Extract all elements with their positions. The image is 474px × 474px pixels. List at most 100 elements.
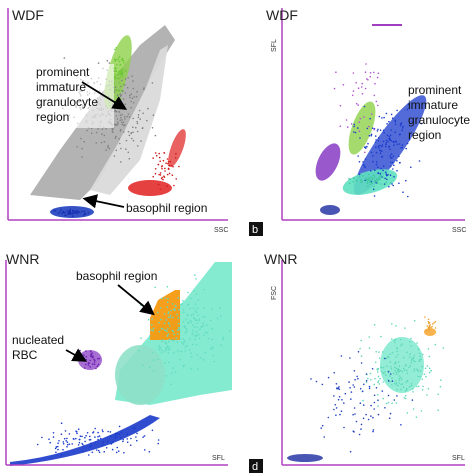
dot xyxy=(122,90,125,92)
dot xyxy=(379,173,382,175)
dot xyxy=(380,335,382,338)
dot xyxy=(48,438,50,441)
dot xyxy=(365,373,368,375)
dot xyxy=(369,75,372,78)
dot xyxy=(363,116,365,118)
dot xyxy=(129,94,131,97)
dot xyxy=(162,159,165,162)
dot xyxy=(401,129,403,132)
dot xyxy=(117,57,120,59)
dot xyxy=(423,373,426,376)
dot xyxy=(362,163,365,166)
dot xyxy=(374,141,377,143)
dot xyxy=(127,151,130,154)
dot xyxy=(89,445,91,448)
dot xyxy=(173,308,175,311)
dot xyxy=(154,152,157,154)
dot xyxy=(336,387,338,390)
dot xyxy=(119,93,121,96)
dot xyxy=(118,70,120,73)
dot xyxy=(184,331,187,334)
dot xyxy=(97,128,99,130)
dot xyxy=(152,175,154,178)
dot xyxy=(176,313,178,316)
dot xyxy=(161,340,163,343)
dot xyxy=(126,115,128,118)
dot xyxy=(157,183,160,186)
dot xyxy=(365,381,368,384)
dot xyxy=(400,376,402,379)
dot xyxy=(393,144,395,146)
dot xyxy=(119,64,121,66)
dot xyxy=(396,350,399,353)
dot xyxy=(228,330,231,332)
dot xyxy=(401,343,404,345)
dot xyxy=(388,375,391,377)
dot xyxy=(220,344,222,347)
dot xyxy=(191,333,193,336)
dot xyxy=(406,380,409,383)
dot xyxy=(372,429,375,431)
cloud xyxy=(90,45,168,195)
dot xyxy=(115,115,118,117)
dot xyxy=(388,185,390,188)
arrow xyxy=(81,81,128,110)
dot xyxy=(387,140,389,143)
dot xyxy=(378,178,381,181)
dot xyxy=(143,88,145,90)
dot xyxy=(114,85,116,87)
dot xyxy=(161,165,163,167)
dot xyxy=(194,318,196,320)
dot xyxy=(418,359,421,361)
dot xyxy=(376,369,379,371)
dot xyxy=(366,180,369,183)
dot xyxy=(65,214,67,216)
dot xyxy=(159,188,162,191)
dot xyxy=(94,441,97,443)
dot xyxy=(199,328,201,331)
dot xyxy=(377,405,379,407)
dot xyxy=(403,356,405,359)
dot xyxy=(387,371,390,373)
dot xyxy=(67,213,69,215)
dot xyxy=(397,384,400,387)
dot xyxy=(171,339,174,342)
dot xyxy=(168,325,171,327)
dot xyxy=(111,448,114,451)
dot xyxy=(353,131,355,133)
dot xyxy=(173,352,175,354)
dot xyxy=(387,394,390,397)
dot xyxy=(389,353,392,356)
dot xyxy=(399,369,402,372)
dot xyxy=(66,210,68,212)
dot xyxy=(179,358,181,361)
dot xyxy=(360,86,363,88)
dot xyxy=(383,372,385,375)
dot xyxy=(404,365,407,367)
dot xyxy=(349,178,352,180)
dot xyxy=(169,314,172,317)
dot xyxy=(419,352,421,355)
dot xyxy=(107,440,109,443)
dot xyxy=(101,133,103,135)
dot xyxy=(439,385,442,388)
dot xyxy=(385,139,388,142)
dot xyxy=(402,386,405,389)
dot xyxy=(190,352,192,355)
dot xyxy=(83,140,85,143)
dot xyxy=(390,366,392,368)
dot xyxy=(368,387,371,390)
dot xyxy=(174,309,176,312)
dot xyxy=(125,139,128,142)
dot xyxy=(118,81,121,84)
dot xyxy=(373,176,376,179)
dot xyxy=(165,162,167,164)
arrow xyxy=(65,348,88,362)
dot xyxy=(335,414,337,417)
dot xyxy=(57,445,59,448)
dot xyxy=(401,370,404,373)
dot xyxy=(124,103,127,105)
dot xyxy=(394,341,396,344)
dot xyxy=(389,412,392,415)
dot xyxy=(195,278,197,280)
